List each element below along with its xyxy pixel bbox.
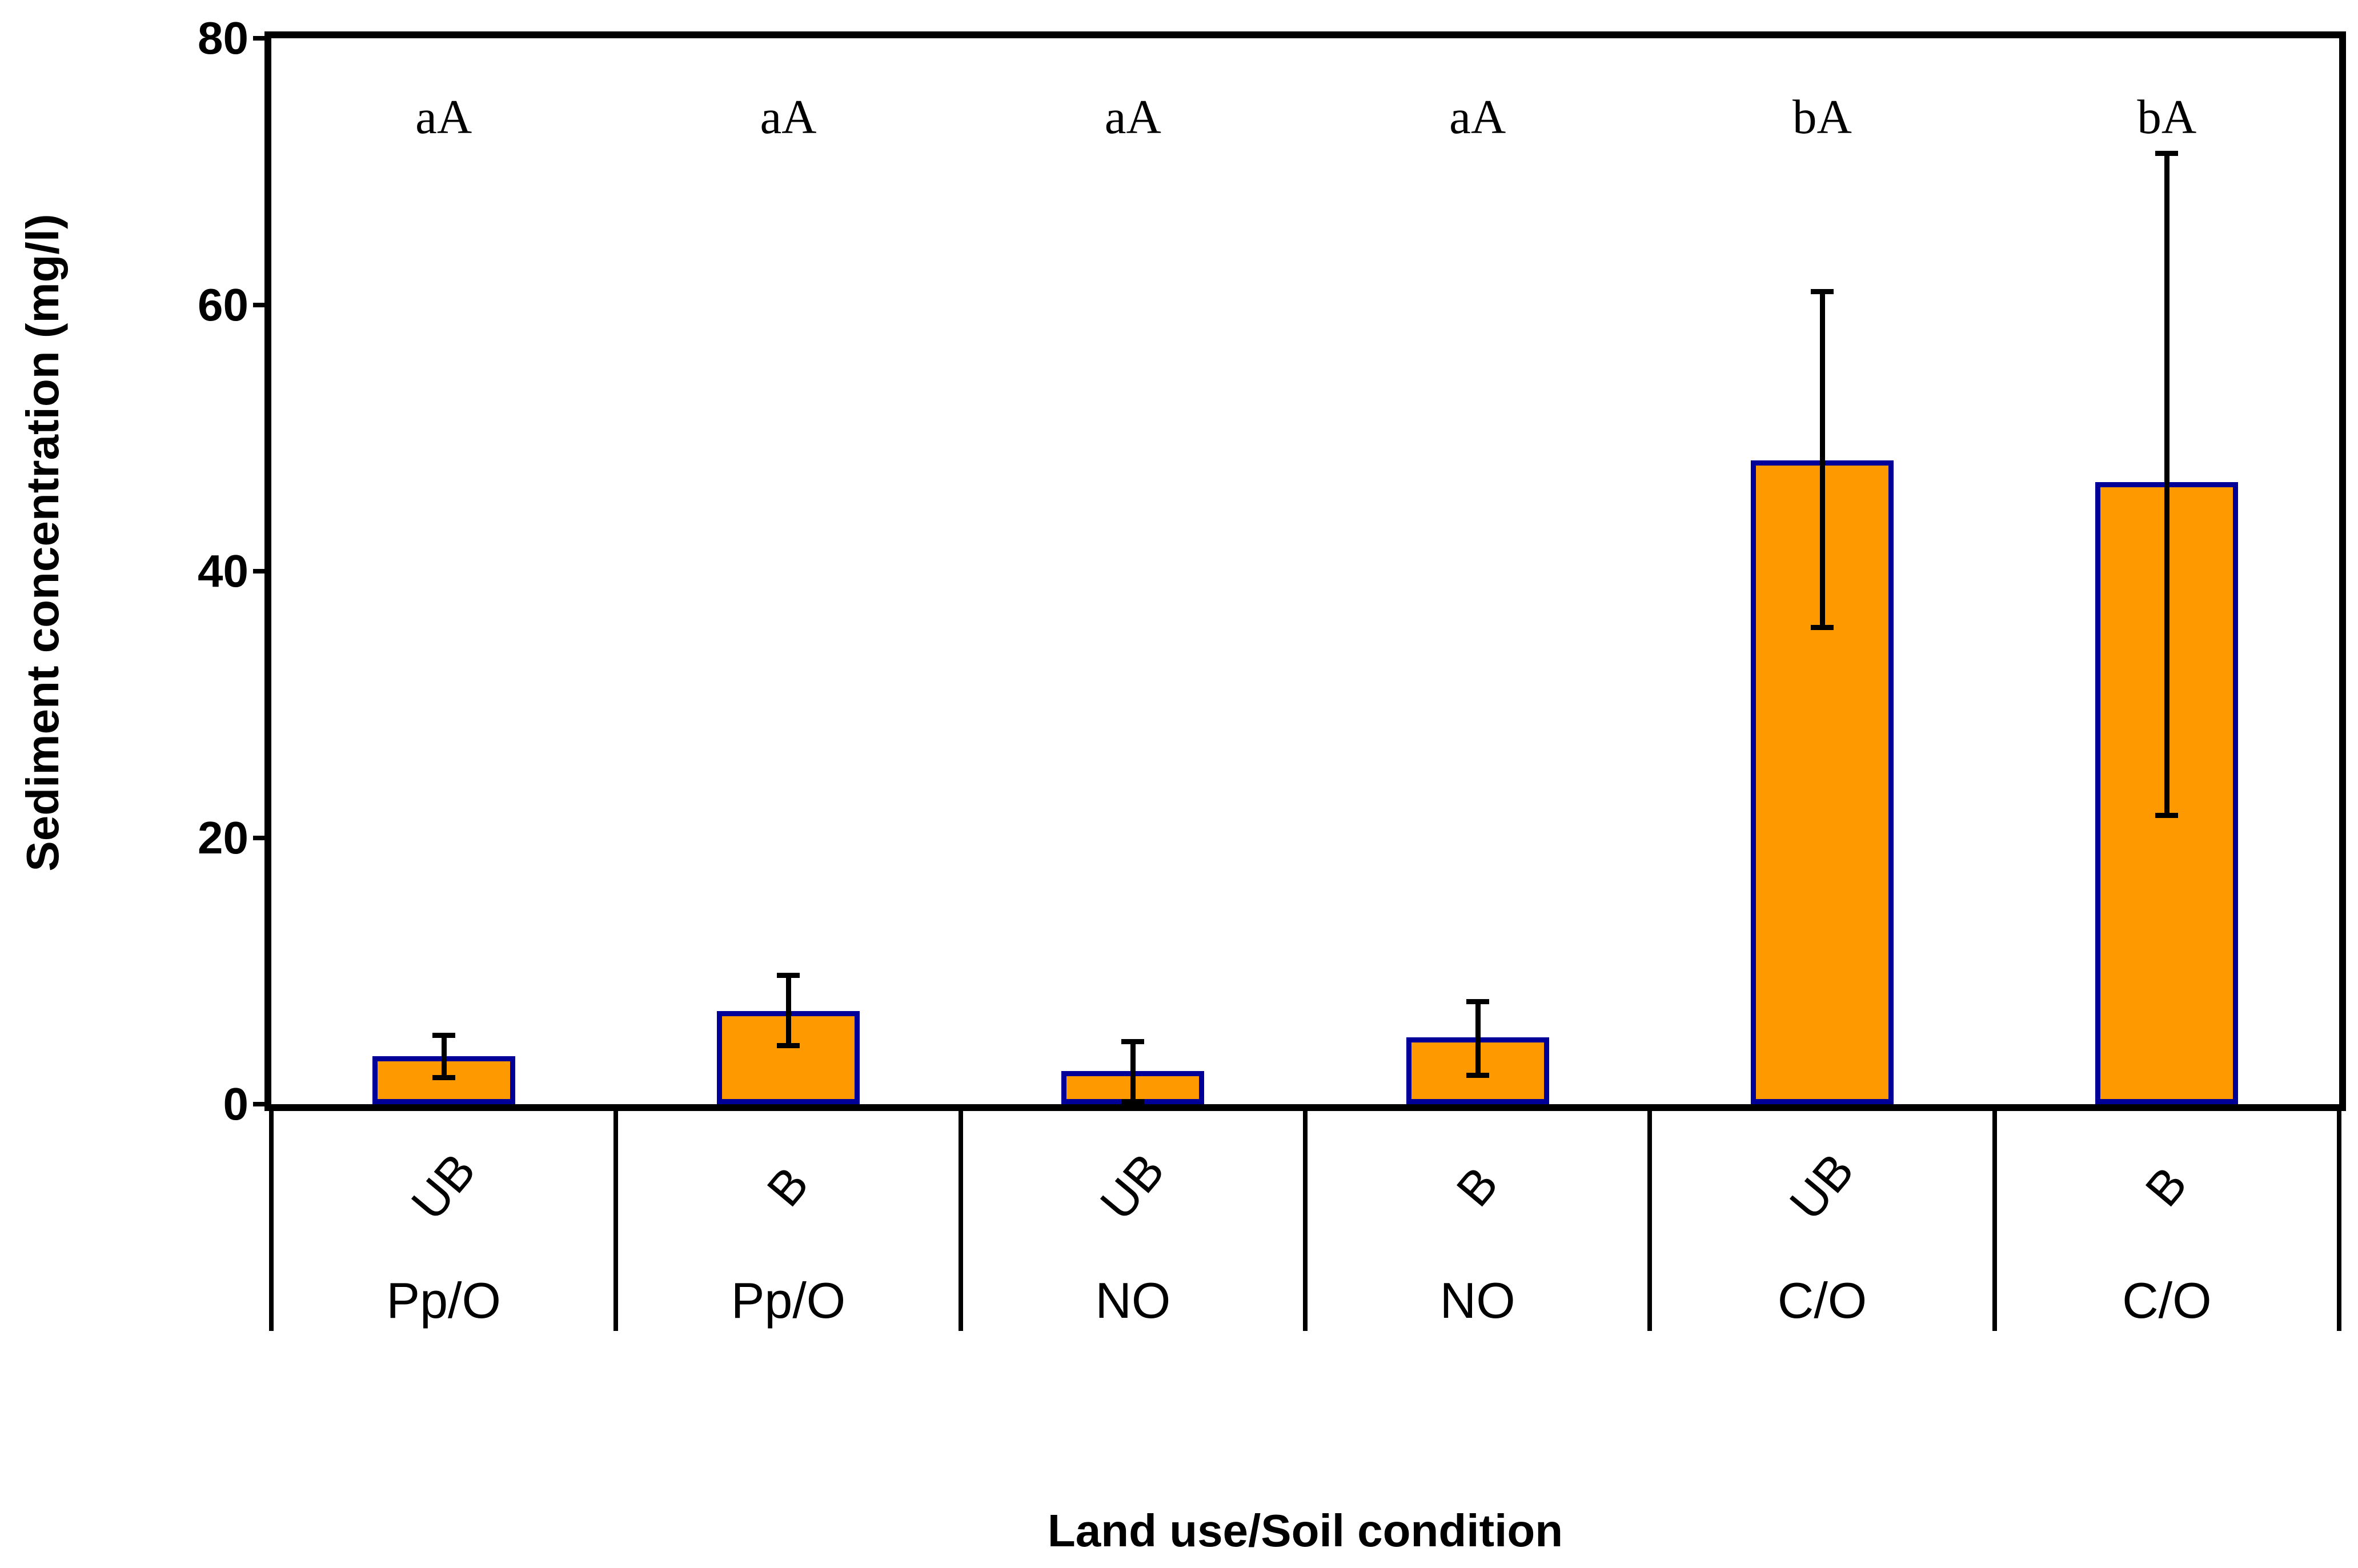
group-label: Pp/O xyxy=(386,1272,501,1329)
error-bar-cap-bottom xyxy=(2155,812,2179,818)
category-divider xyxy=(613,1104,619,1331)
group-label: C/O xyxy=(2122,1272,2212,1329)
y-tick-mark xyxy=(253,1102,271,1106)
category-divider xyxy=(1647,1104,1653,1331)
error-bar-cap-bottom xyxy=(432,1075,455,1081)
significance-label: aA xyxy=(415,90,472,144)
significance-label: bA xyxy=(2137,90,2197,144)
condition-label: B xyxy=(757,1157,820,1217)
category-divider xyxy=(1992,1104,1997,1331)
y-tick-mark xyxy=(253,302,271,307)
plot-area xyxy=(264,31,2346,1111)
significance-label: aA xyxy=(1104,90,1161,144)
category-divider xyxy=(2337,1104,2341,1331)
condition-label: UB xyxy=(1090,1143,1176,1230)
group-label: NO xyxy=(1095,1272,1171,1329)
error-bar-cap-top xyxy=(2155,150,2179,156)
y-tick-mark xyxy=(253,835,271,840)
y-axis-title: Sediment concentration (mg/l) xyxy=(17,214,68,872)
error-bar-cap-bottom xyxy=(1811,624,1834,630)
error-bar-cap-top xyxy=(1121,1039,1145,1045)
group-label: NO xyxy=(1439,1272,1515,1329)
condition-label: UB xyxy=(400,1143,486,1230)
y-tick-label: 20 xyxy=(198,812,248,863)
category-divider xyxy=(1303,1104,1308,1331)
group-label: Pp/O xyxy=(731,1272,846,1329)
error-bar-line xyxy=(1130,1041,1136,1102)
error-bar-cap-top xyxy=(432,1032,455,1038)
y-tick-label: 40 xyxy=(198,546,248,596)
error-bar-line xyxy=(1475,1001,1481,1075)
error-bar-cap-bottom xyxy=(1121,1099,1145,1105)
y-tick-mark xyxy=(253,36,271,41)
error-bar-cap-top xyxy=(777,972,800,978)
condition-label: B xyxy=(1446,1157,1509,1217)
error-bar-cap-top xyxy=(1466,999,1489,1005)
error-bar-line xyxy=(1820,291,1825,627)
category-divider xyxy=(269,1104,274,1331)
significance-label: aA xyxy=(760,90,817,144)
significance-label: aA xyxy=(1449,90,1506,144)
significance-label: bA xyxy=(1792,90,1852,144)
group-label: C/O xyxy=(1777,1272,1867,1329)
y-tick-label: 60 xyxy=(198,279,248,330)
y-tick-label: 0 xyxy=(223,1078,249,1129)
condition-label: UB xyxy=(1779,1143,1864,1230)
condition-label: B xyxy=(2135,1157,2198,1217)
error-bar-cap-bottom xyxy=(777,1043,800,1049)
x-axis-title: Land use/Soil condition xyxy=(1047,1505,1563,1556)
error-bar-line xyxy=(441,1034,447,1078)
category-divider xyxy=(958,1104,963,1331)
error-bar-line xyxy=(2164,153,2170,815)
error-bar-line xyxy=(786,975,791,1046)
error-bar-cap-bottom xyxy=(1466,1072,1489,1078)
error-bar-cap-top xyxy=(1811,289,1834,295)
y-tick-label: 80 xyxy=(198,13,248,63)
y-tick-mark xyxy=(253,569,271,574)
